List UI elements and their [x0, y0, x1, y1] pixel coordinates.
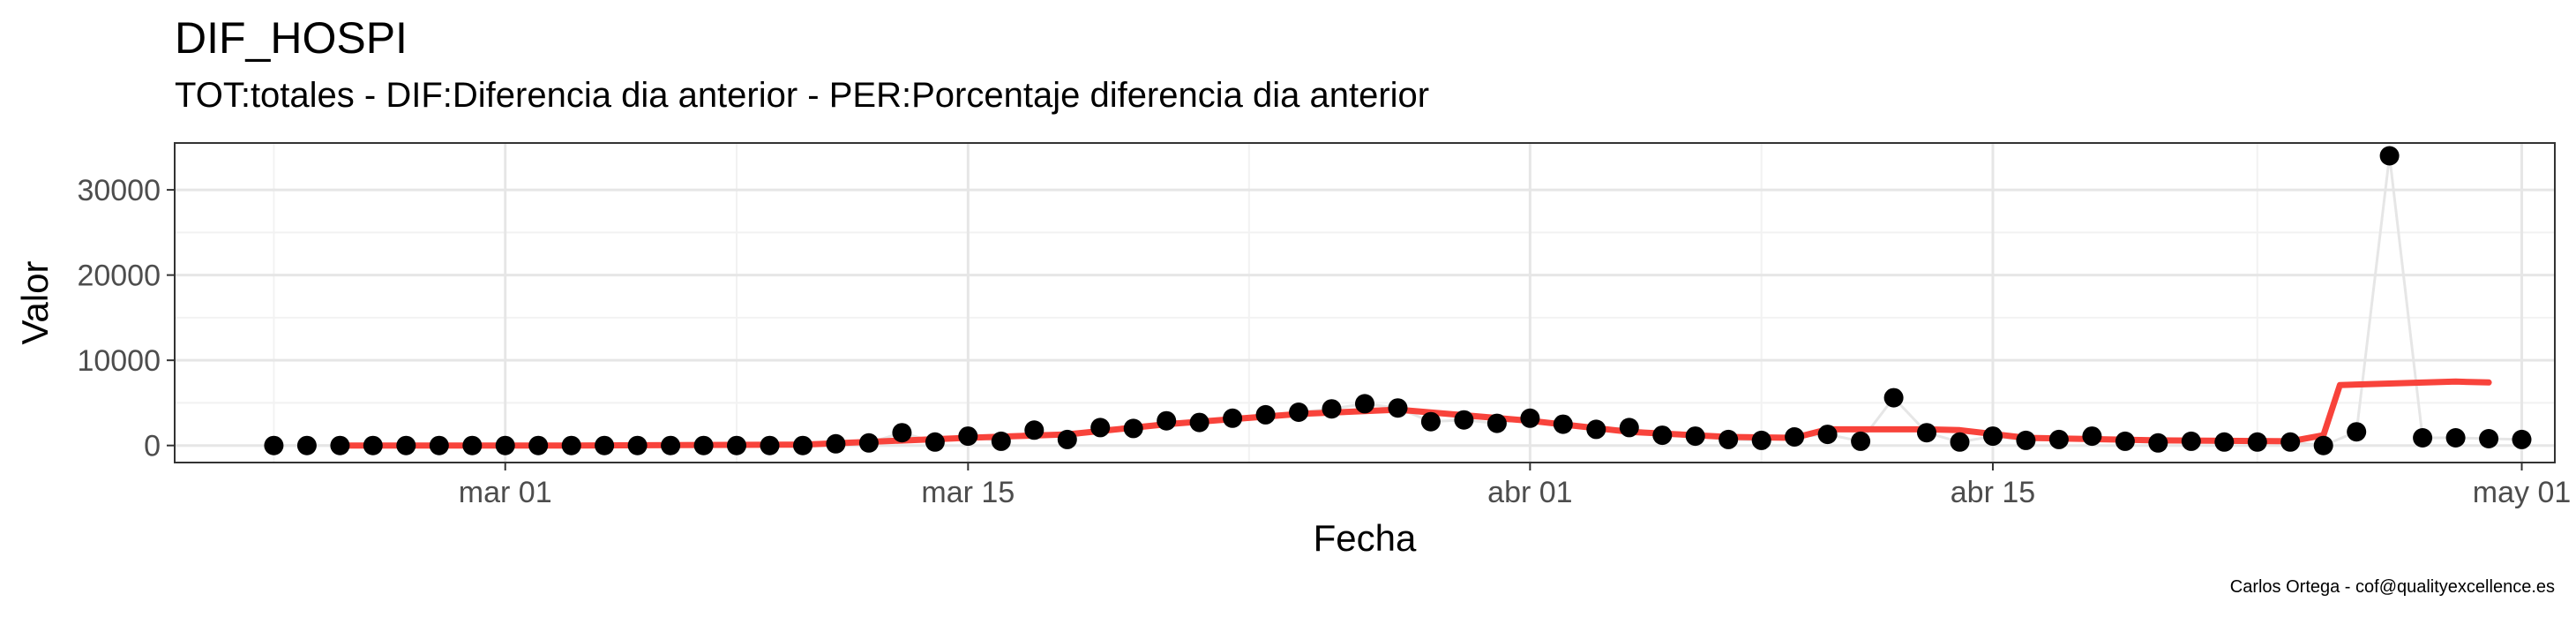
- data-point: [1520, 408, 1540, 428]
- data-point: [561, 435, 581, 455]
- data-point: [958, 426, 978, 447]
- y-tick-label: 30000: [77, 174, 161, 207]
- data-point: [1883, 388, 1904, 408]
- data-point: [2181, 431, 2201, 451]
- data-point: [1420, 411, 1441, 432]
- data-point: [760, 435, 780, 455]
- data-point: [1322, 399, 1342, 419]
- data-point: [1057, 429, 1077, 449]
- data-point: [1652, 425, 1673, 446]
- data-point: [1090, 418, 1111, 438]
- chart-title: DIF_HOSPI: [175, 13, 408, 63]
- data-point: [396, 435, 416, 455]
- data-point: [2148, 433, 2168, 453]
- data-point: [1983, 426, 2003, 447]
- data-point: [925, 432, 945, 452]
- data-point: [2445, 428, 2466, 448]
- y-tick-label: 0: [144, 430, 161, 463]
- axes: mar 01 mar 15 abr 01 abr 15 may 01 0 10000 2000…: [77, 174, 2571, 509]
- data-point: [1454, 410, 1474, 430]
- data-point: [1355, 394, 1374, 414]
- data-point: [2016, 430, 2036, 450]
- y-tick-label: 20000: [77, 260, 161, 293]
- data-point: [1486, 413, 1507, 433]
- data-point: [2347, 422, 2367, 442]
- data-point: [2512, 429, 2532, 449]
- data-point: [1586, 419, 1606, 440]
- data-point: [1719, 429, 1739, 449]
- data-point: [1024, 420, 1045, 440]
- caption: Carlos Ortega - cof@qualityexcellence.es: [2229, 577, 2555, 597]
- data-point: [1751, 430, 1771, 450]
- x-tick-label: abr 01: [1487, 476, 1572, 509]
- data-point: [627, 435, 648, 455]
- x-tick-label: abr 15: [1951, 476, 2035, 509]
- data-point: [330, 435, 350, 455]
- data-point: [793, 435, 812, 455]
- panel-border: [174, 142, 2556, 463]
- data-point: [826, 433, 846, 454]
- data-point: [363, 435, 383, 455]
- x-tick-label: mar 01: [459, 476, 552, 509]
- data-point: [462, 435, 483, 455]
- x-tick-label: may 01: [2473, 476, 2572, 509]
- data-point: [1189, 412, 1209, 433]
- series-layer: [264, 146, 2532, 455]
- data-point: [1685, 426, 1705, 447]
- data-point: [1917, 423, 1936, 443]
- data-point: [991, 431, 1011, 451]
- data-point: [2048, 429, 2069, 449]
- data-point: [2313, 435, 2333, 455]
- data-point: [2082, 426, 2102, 447]
- data-point: [429, 435, 449, 455]
- data-point: [858, 433, 879, 453]
- data-point: [1817, 425, 1838, 445]
- data-point: [1289, 403, 1309, 422]
- data-point: [693, 435, 714, 455]
- data-point: [595, 435, 615, 455]
- data-point: [2280, 432, 2301, 452]
- grid-lines: [175, 143, 2555, 463]
- data-point: [2413, 428, 2433, 448]
- data-point: [1388, 398, 1408, 418]
- chart-subtitle: TOT:totales - DIF:Diferencia dia anterio…: [175, 76, 1430, 115]
- data-point: [1223, 408, 1243, 428]
- data-point: [1553, 414, 1573, 434]
- data-point: [495, 435, 515, 455]
- y-tick-label: 10000: [77, 344, 161, 378]
- smooth-line: [336, 378, 2492, 449]
- data-point: [661, 435, 681, 455]
- data-point: [892, 423, 912, 443]
- data-point: [2214, 432, 2235, 452]
- data-point: [2247, 432, 2267, 452]
- data-point: [1950, 432, 1970, 452]
- x-axis-label: Fecha: [1314, 517, 1417, 559]
- data-point: [2115, 431, 2135, 451]
- data-point: [296, 435, 317, 455]
- data-point: [528, 435, 549, 455]
- data-point: [2479, 429, 2499, 448]
- data-point: [1785, 427, 1805, 447]
- data-point: [1157, 410, 1177, 431]
- data-point: [1123, 418, 1143, 439]
- x-tick-label: mar 15: [921, 476, 1015, 509]
- data-point: [264, 435, 284, 455]
- y-axis-label: Valor: [14, 261, 56, 345]
- data-point: [1851, 431, 1871, 451]
- data-point: [727, 435, 746, 455]
- data-point: [2379, 146, 2400, 166]
- data-point: [1619, 418, 1639, 438]
- data-point: [1255, 404, 1276, 425]
